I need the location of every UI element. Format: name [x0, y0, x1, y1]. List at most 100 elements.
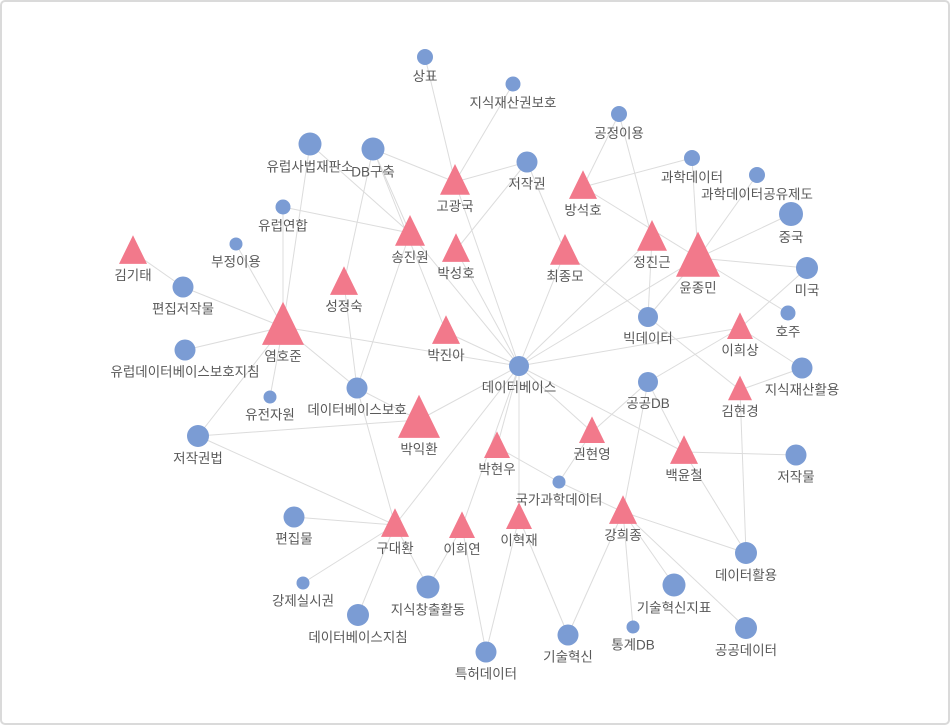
author-node[interactable] [569, 170, 597, 199]
graph-edge [739, 389, 747, 554]
author-node[interactable] [442, 233, 470, 262]
keyword-node[interactable] [779, 202, 803, 226]
graph-edge [739, 267, 808, 329]
node-label: 미국 [795, 283, 820, 298]
keyword-node[interactable] [557, 624, 579, 646]
node-label: 편집저작물 [152, 302, 214, 317]
keyword-node[interactable] [552, 475, 566, 489]
graph-edge [445, 331, 520, 367]
node-label: 백윤철 [665, 468, 702, 483]
author-node[interactable] [637, 220, 667, 251]
graph-edge [197, 419, 420, 437]
keyword-node[interactable] [791, 357, 813, 379]
node-label: 지식재산활용 [765, 383, 840, 398]
node-label: 유전자원 [245, 408, 295, 423]
graph-edge [409, 232, 520, 367]
keyword-node[interactable] [283, 506, 305, 528]
author-node[interactable] [550, 234, 580, 265]
node-label: 유럽데이터베이스보호지침 [110, 365, 259, 380]
author-node[interactable] [119, 235, 147, 264]
keyword-node[interactable] [735, 542, 757, 564]
node-label: 공정이용 [594, 126, 644, 141]
node-label: 박진아 [427, 348, 465, 363]
author-node[interactable] [484, 431, 510, 459]
author-node[interactable] [579, 416, 605, 444]
author-node[interactable] [398, 394, 440, 438]
node-label: 부정이용 [211, 255, 261, 270]
keyword-node[interactable] [785, 444, 807, 466]
keyword-node[interactable] [749, 167, 765, 183]
author-node[interactable] [449, 511, 475, 539]
keyword-node[interactable] [611, 106, 627, 122]
graph-edge [518, 251, 566, 367]
node-label: 편집물 [275, 532, 312, 547]
keyword-node[interactable] [684, 150, 700, 166]
graph-edge [424, 56, 456, 183]
node-label: 방석호 [564, 203, 601, 218]
keyword-node[interactable] [735, 617, 757, 639]
keyword-node[interactable] [187, 425, 209, 447]
node-label: 빅데이터 [623, 331, 673, 346]
keyword-node[interactable] [505, 76, 521, 92]
author-node[interactable] [395, 215, 425, 246]
keyword-node[interactable] [361, 137, 385, 161]
graph-edge [356, 387, 420, 421]
graph-edge [518, 365, 685, 453]
keyword-node[interactable] [229, 237, 243, 251]
node-label: 고광국 [436, 199, 473, 214]
graph-edge [343, 282, 358, 389]
author-node[interactable] [262, 301, 304, 345]
author-node[interactable] [728, 375, 752, 401]
keyword-node[interactable] [626, 620, 640, 634]
keyword-node[interactable] [346, 377, 368, 399]
keyword-node[interactable] [347, 604, 369, 626]
graph-edge [461, 526, 487, 653]
keyword-node[interactable] [780, 305, 796, 321]
graph-edge [394, 365, 520, 526]
author-node[interactable] [330, 266, 358, 295]
keyword-node[interactable] [796, 257, 818, 279]
author-node[interactable] [440, 164, 470, 195]
node-label: 국가과학데이터 [516, 493, 603, 508]
node-label: 정진근 [633, 255, 670, 270]
graph-edge [454, 161, 528, 183]
keyword-node[interactable] [296, 576, 310, 590]
keyword-node[interactable] [275, 199, 291, 215]
keyword-node[interactable] [638, 372, 658, 392]
author-node[interactable] [432, 315, 460, 344]
keyword-node[interactable] [516, 151, 538, 173]
graph-edge [372, 148, 411, 234]
graph-edge [618, 113, 653, 239]
keyword-node[interactable] [509, 356, 529, 376]
keyword-node[interactable] [263, 390, 277, 404]
author-node[interactable] [381, 508, 409, 537]
keyword-node[interactable] [298, 132, 322, 156]
keyword-node[interactable] [662, 573, 686, 597]
graph-edge [697, 174, 758, 259]
author-node[interactable] [670, 435, 698, 464]
graph-edge [485, 517, 520, 653]
graph-edge [302, 524, 396, 584]
graph-edge [454, 83, 514, 183]
keyword-node[interactable] [638, 307, 658, 327]
author-node[interactable] [727, 312, 753, 340]
author-node[interactable] [506, 502, 532, 530]
author-node[interactable] [609, 495, 637, 524]
node-label: 데이터베이스지침 [308, 630, 407, 645]
graph-edge [647, 327, 741, 383]
node-label: 권현영 [573, 447, 610, 462]
node-label: 과학데이터공유제도 [701, 187, 813, 202]
keyword-node[interactable] [416, 575, 440, 599]
node-label: 유럽사법재판소 [267, 160, 354, 175]
author-node[interactable] [676, 231, 720, 277]
keyword-node[interactable] [417, 49, 433, 65]
graph-edge [518, 327, 741, 367]
graph-edge [526, 161, 566, 253]
graph-edge [197, 326, 284, 437]
keyword-node[interactable] [172, 276, 194, 298]
graph-edge [455, 161, 528, 251]
keyword-node[interactable] [475, 641, 497, 663]
keyword-node[interactable] [174, 339, 196, 361]
